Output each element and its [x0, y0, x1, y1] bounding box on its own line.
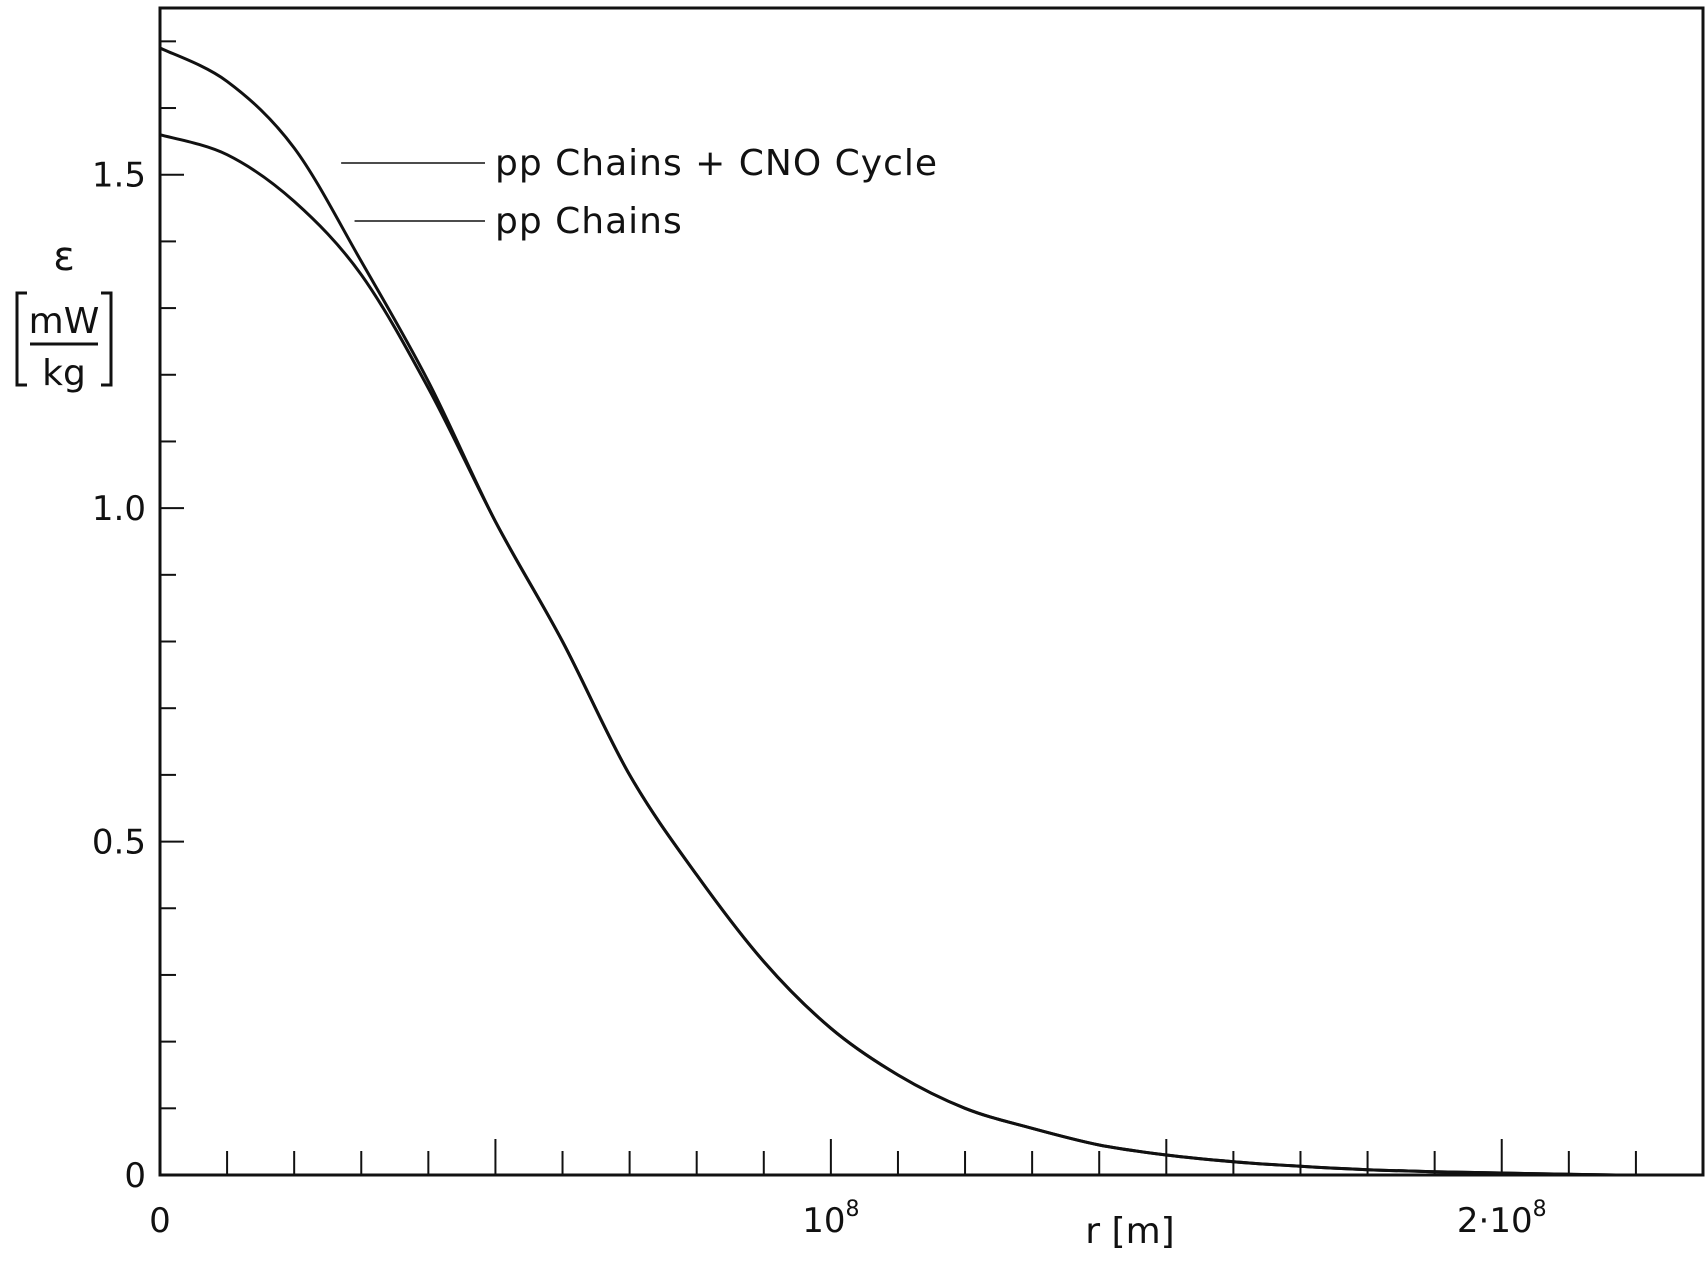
y-axis-unit-numerator: mW: [29, 301, 100, 342]
y-tick-label: 1.5: [92, 156, 146, 196]
y-tick-label: 1.0: [92, 489, 146, 529]
x-tick-label: 2·108: [1457, 1197, 1547, 1241]
x-tick-label: 0: [149, 1201, 171, 1241]
y-axis-symbol: ε: [53, 234, 75, 280]
plot-frame: [158, 6, 1705, 1177]
annotation-label: pp Chains: [495, 201, 683, 242]
series-line-pp: [159, 133, 1616, 1177]
series-lines: [159, 46, 1616, 1177]
x-axis-title: r [m]: [1085, 1211, 1174, 1252]
y-tick-label: 0.5: [92, 823, 146, 863]
plot-border: [158, 6, 1705, 1177]
y-axis-unit-left-bracket: [15, 291, 27, 387]
y-tick-label: 0: [124, 1156, 146, 1196]
annotation-label: pp Chains + CNO Cycle: [495, 143, 938, 184]
x-tick-label: 108: [802, 1197, 859, 1241]
annotations: pp Chains + CNO Cycle pp Chains: [341, 143, 938, 242]
series-line-pp-cno: [159, 46, 1616, 1177]
y-axis-unit-denominator: kg: [42, 353, 86, 394]
y-axis-title: ε mW kg: [15, 234, 113, 394]
y-axis-unit-right-bracket: [101, 291, 113, 387]
axis-ticks: 0 0.5 1.0 1.5 0 108 2·108: [92, 40, 1704, 1241]
